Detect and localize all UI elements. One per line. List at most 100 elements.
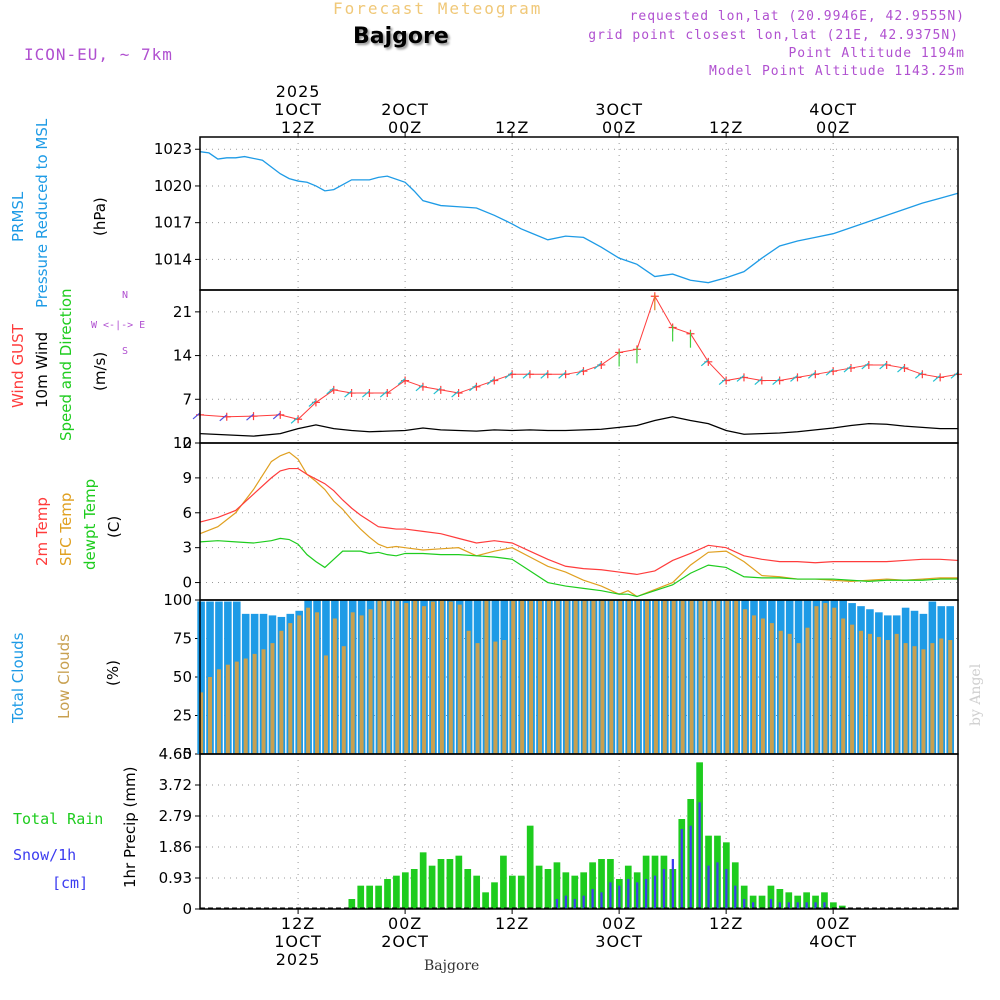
rain-bar <box>821 892 828 909</box>
low-cloud-bar <box>448 601 453 754</box>
rain-bar <box>785 892 793 909</box>
bottom-axis-label: 00Z <box>602 914 636 933</box>
snow-bar <box>814 902 817 909</box>
wind-direction-arrow <box>272 412 281 420</box>
wind-direction-arrow <box>246 413 254 421</box>
precip-frame <box>199 753 959 910</box>
point-altitude: Point Altitude 1194m <box>788 46 965 61</box>
bottom-axis-label: 2OCT <box>381 932 429 951</box>
precip-ytick-label: 2.79 <box>159 807 192 825</box>
low-cloud-bar <box>841 618 846 754</box>
top-axis-label: 3OCT <box>595 100 643 119</box>
wind-direction-arrow <box>308 399 317 407</box>
snow-label: Snow/1h <box>13 846 77 864</box>
rain-bar <box>838 905 846 909</box>
low-cloud-bar <box>725 600 730 754</box>
low-cloud-bar <box>582 600 587 754</box>
snow-bar <box>743 899 746 909</box>
wind-ytick-label: 14 <box>173 347 192 365</box>
low-cloud-bar <box>823 603 828 754</box>
wind-direction-arrow <box>379 390 388 398</box>
wind-speed-line <box>199 416 958 437</box>
rain-bar <box>526 825 534 909</box>
rain-bar <box>740 885 748 909</box>
low-cloud-bar <box>368 609 373 754</box>
rain-bar <box>446 859 454 909</box>
low-cloud-bar <box>894 633 899 754</box>
low-cloud-bar <box>520 600 525 754</box>
pressure-series-line <box>199 151 959 284</box>
low-cloud-bar <box>573 600 578 754</box>
wind-direction-arrow <box>486 378 495 386</box>
snow-bar <box>725 869 728 909</box>
low-cloud-bar <box>671 600 676 754</box>
snow-bar <box>707 865 710 909</box>
top-axis-label: 2OCT <box>381 100 429 119</box>
snow-bar <box>591 889 594 909</box>
wind-direction-arrow <box>772 378 781 386</box>
snow-bar <box>778 902 781 909</box>
snow-bar <box>555 899 559 909</box>
low-cloud-bar <box>315 612 320 754</box>
rain-bar <box>375 885 382 909</box>
snow-bar <box>734 885 737 909</box>
meteogram-subtitle: Forecast Meteogram <box>333 0 543 18</box>
low-cloud-bar <box>787 633 792 754</box>
low-cloud-bar <box>288 623 293 754</box>
low-cloud-bar <box>707 600 712 754</box>
snow-bar <box>564 895 567 909</box>
wind-direction-arrow <box>576 368 584 376</box>
snow-bar <box>769 899 773 909</box>
snow-bar <box>787 902 790 909</box>
wind-direction-arrow <box>897 365 905 373</box>
clouds-ytick-label: 0 <box>182 745 192 763</box>
compass-west-east: W <-|-> E <box>91 320 146 331</box>
precip-ytick-label: 1.86 <box>159 838 192 856</box>
wind-direction-arrow <box>790 374 798 382</box>
low-cloud-bar <box>752 615 757 754</box>
low-cloud-bar <box>234 661 239 754</box>
wind-ytick-label: 21 <box>173 303 192 321</box>
low-cloud-bar <box>912 646 917 754</box>
snow-bar <box>671 859 674 909</box>
wind-direction-arrow <box>344 390 352 398</box>
low-cloud-bar <box>867 633 872 754</box>
wind-ytick-label: 7 <box>182 390 192 408</box>
low-cloud-bar <box>760 618 765 754</box>
rain-bar <box>366 885 374 909</box>
low-cloud-bar <box>395 600 400 754</box>
low-cloud-bar <box>422 606 427 754</box>
snow-bar <box>653 875 657 909</box>
dewpt-line <box>199 537 958 598</box>
rain-bar <box>562 872 570 909</box>
precip-ytick-label: 0.93 <box>159 869 192 887</box>
rain-bar <box>357 885 365 909</box>
rain-bar <box>803 892 810 909</box>
wind-direction-arrow <box>736 374 745 382</box>
wind-direction-arrow <box>192 412 201 420</box>
temperature-frame <box>199 442 959 601</box>
low-cloud-bar <box>243 658 248 754</box>
low-cloud-bar <box>636 600 641 754</box>
low-cloud-bar <box>466 630 471 754</box>
rain-bar <box>500 855 507 909</box>
top-axis-label: 12Z <box>495 118 529 137</box>
temperature-ytick-label: 9 <box>182 469 192 487</box>
low-cloud-bar <box>199 692 204 754</box>
wind-direction-arrow <box>807 371 816 379</box>
low-cloud-bar <box>743 609 748 754</box>
low-cloud-bar <box>930 643 935 754</box>
clouds-ytick-label: 100 <box>163 591 192 609</box>
low-cloud-bar <box>814 606 819 754</box>
low-cloud-bar <box>796 643 801 754</box>
pressure-ytick-label: 1017 <box>154 214 192 232</box>
rain-bar <box>598 859 605 909</box>
temperature-ytick-label: 0 <box>182 574 192 592</box>
low-cloud-bar <box>529 600 534 754</box>
low-cloud-bar <box>859 630 864 754</box>
wind-direction-arrow <box>415 384 424 392</box>
snow-bar <box>600 892 603 909</box>
low-cloud-bar <box>252 653 257 754</box>
top-axis-label: 4OCT <box>809 100 857 119</box>
